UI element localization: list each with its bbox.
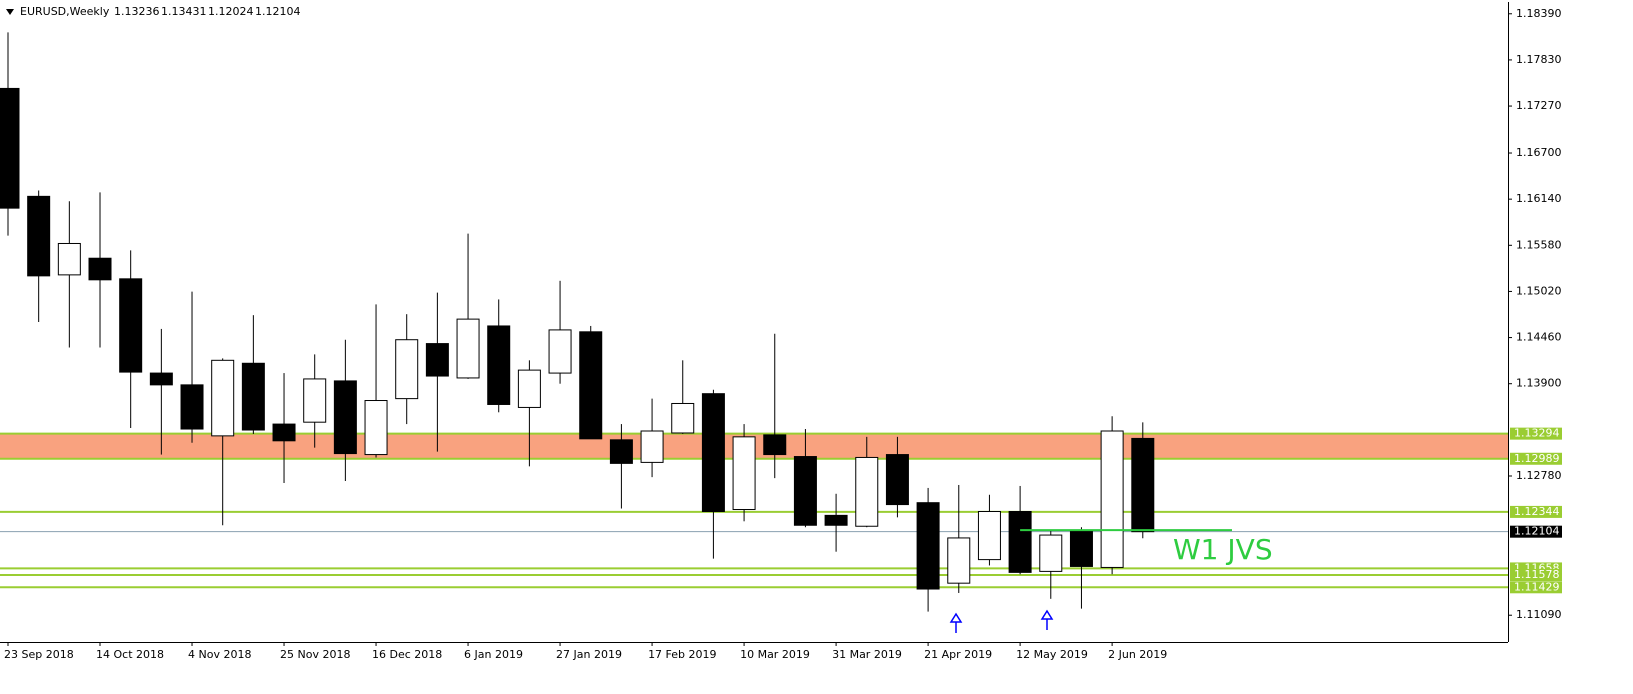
level-label: 1.11578: [1514, 568, 1560, 581]
candle-body: [1069, 530, 1093, 567]
candle-body: [548, 329, 572, 374]
candle-body: [916, 502, 940, 590]
level-label: 1.12989: [1514, 452, 1560, 465]
candle-body: [27, 195, 51, 277]
candle-body: [640, 430, 664, 463]
candle-body: [303, 378, 327, 423]
candle-body: [425, 343, 449, 377]
candle-body: [701, 393, 725, 512]
candle-body: [272, 423, 296, 442]
x-tick-label: 25 Nov 2018: [280, 648, 350, 661]
x-tick-label: 27 Jan 2019: [556, 648, 622, 661]
x-tick-label: 4 Nov 2018: [188, 648, 251, 661]
candle-body: [119, 278, 143, 373]
candle-body: [149, 372, 173, 386]
candle-body: [517, 369, 541, 408]
candle-body: [1100, 430, 1124, 568]
y-tick-label: 1.15020: [1516, 284, 1562, 297]
candle-body: [364, 400, 388, 456]
header-high: 1.13431: [161, 5, 207, 18]
candle-body: [211, 359, 235, 437]
level-label-box: [1510, 569, 1562, 582]
level-label-box: [1510, 427, 1562, 440]
candle-body: [1131, 437, 1155, 533]
y-tick-label: 1.13900: [1516, 377, 1562, 390]
candle-body: [1008, 510, 1032, 573]
candle-body: [732, 436, 756, 511]
annotation-text: W1 JVS: [1173, 533, 1273, 566]
header-low: 1.12024: [208, 5, 254, 18]
header-open: 1.13236: [114, 5, 160, 18]
level-label: 1.12344: [1514, 505, 1560, 518]
x-tick-label: 14 Oct 2018: [96, 648, 164, 661]
y-tick-label: 1.17830: [1516, 53, 1562, 66]
y-tick-label: 1.11090: [1516, 608, 1562, 621]
candle-body: [333, 380, 357, 455]
x-tick-label: 6 Jan 2019: [464, 648, 523, 661]
candle-body: [977, 510, 1001, 561]
candle-body: [793, 456, 817, 526]
x-tick-label: 21 Apr 2019: [924, 648, 992, 661]
y-tick-label: 1.16140: [1516, 192, 1562, 205]
level-label: 1.11429: [1514, 580, 1560, 593]
candle-body: [824, 514, 848, 526]
x-tick-label: 17 Feb 2019: [648, 648, 716, 661]
candle-body: [579, 331, 603, 440]
price-label: 1.12104: [1514, 525, 1560, 538]
price-label-box: [1510, 525, 1562, 538]
level-label-box: [1510, 505, 1562, 518]
level-label: 1.13294: [1514, 427, 1560, 440]
y-tick-label: 1.14460: [1516, 331, 1562, 344]
x-tick-label: 12 May 2019: [1016, 648, 1088, 661]
candle-body: [487, 325, 511, 405]
candle-body: [395, 339, 419, 400]
chart-title: EURUSD,Weekly: [20, 5, 110, 18]
y-tick-label: 1.16700: [1516, 146, 1562, 159]
up-arrow: [949, 612, 963, 633]
up-arrow: [1040, 609, 1054, 630]
candle-body: [671, 402, 695, 434]
menu-triangle[interactable]: [6, 9, 14, 15]
candle-body: [88, 257, 112, 281]
candle-body: [180, 384, 204, 430]
candle-body: [57, 242, 81, 276]
x-tick-label: 10 Mar 2019: [740, 648, 810, 661]
header-close: 1.12104: [255, 5, 301, 18]
x-tick-label: 23 Sep 2018: [4, 648, 74, 661]
candle-body: [0, 87, 20, 209]
candle-body: [241, 362, 265, 431]
candle-body: [763, 434, 787, 456]
candle-body: [456, 318, 480, 379]
y-tick-label: 1.12780: [1516, 469, 1562, 482]
level-label-box: [1510, 452, 1562, 465]
x-tick-label: 31 Mar 2019: [832, 648, 902, 661]
candle-body: [947, 537, 971, 584]
plot: [0, 32, 1508, 612]
candle-body: [609, 439, 633, 464]
candle-body: [1039, 534, 1063, 572]
level-label-box: [1510, 581, 1562, 594]
x-tick-label: 2 Jun 2019: [1108, 648, 1167, 661]
y-tick-label: 1.15580: [1516, 238, 1562, 251]
y-tick-label: 1.18390: [1516, 7, 1562, 20]
x-tick-label: 16 Dec 2018: [372, 648, 442, 661]
y-tick-label: 1.17270: [1516, 99, 1562, 112]
candle-body: [885, 454, 909, 506]
candle-body: [855, 456, 879, 527]
